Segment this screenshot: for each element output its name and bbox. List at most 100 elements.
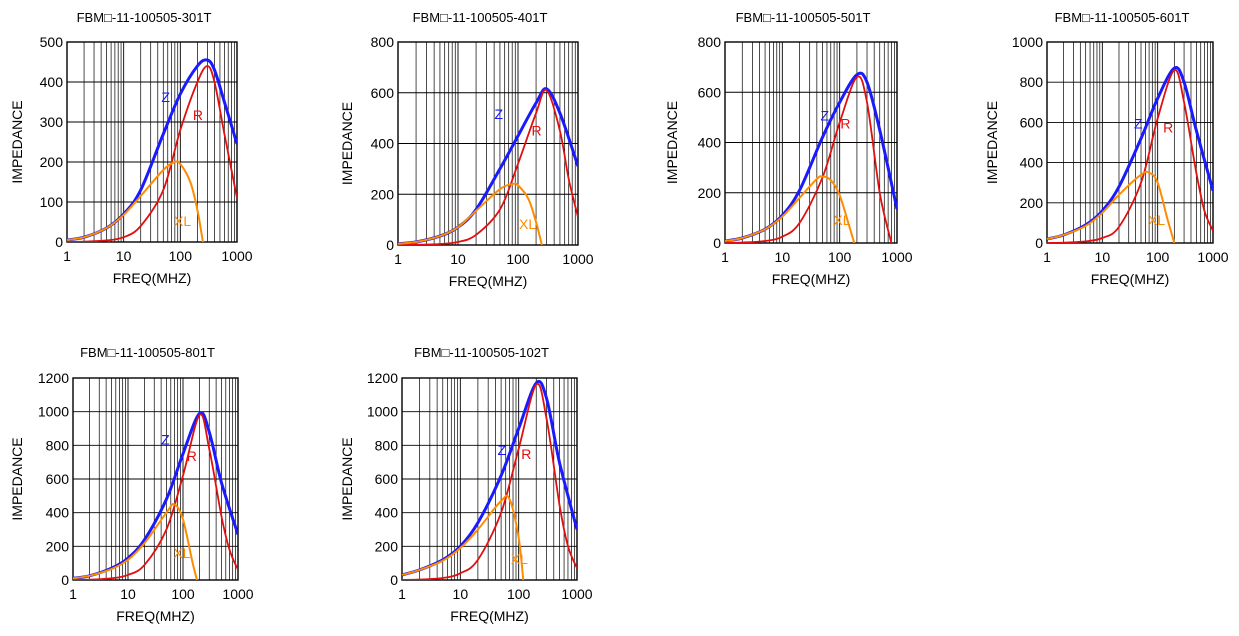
series-line-xl [67,160,204,242]
x-tick-label: 100 [169,248,193,264]
series-label-r: R [840,115,850,131]
x-tick-label: 1 [1043,249,1051,265]
y-tick-label: 400 [46,505,70,521]
impedance-chart: FBM□-11-100505-801T 0 200 400 600 800 1000 1200… [9,345,254,624]
series-label-xl: XL [173,545,190,561]
x-tick-label: 1 [398,586,406,602]
plot-frame [397,41,579,246]
x-tick-label: 1 [721,249,729,265]
impedance-chart: FBM□-11-100505-401T 0 200 400 600 800 1 10 100 10… [339,10,594,289]
x-tick-label: 1000 [881,249,912,265]
chart-title: FBM□-11-100505-102T [414,345,549,360]
series-line-xl [402,494,525,580]
chart-title: FBM□-11-100505-401T [413,10,548,25]
series-line-xl [1047,170,1176,243]
x-tick-label: 100 [1146,249,1170,265]
x-tick-label: 1000 [562,251,593,267]
y-tick-label: 0 [386,237,394,253]
y-tick-label: 200 [40,154,64,170]
series-label-z: Z [161,89,170,105]
chart-panel: FBM□-11-100505-102T 0 200 400 600 800 1000 1200… [330,335,600,636]
series-label-r: R [521,446,531,462]
y-tick-label: 200 [371,186,395,202]
y-tick-label: 200 [46,538,70,554]
x-axis-label: FREQ(MHZ) [116,608,195,624]
y-tick-label: 0 [55,234,63,250]
y-tick-label: 400 [698,135,722,151]
x-tick-label: 100 [171,586,195,602]
x-tick-label: 100 [506,251,530,267]
y-tick-label: 0 [713,235,721,251]
series-label-xl: XL [833,212,850,228]
y-tick-label: 1200 [38,370,69,386]
chart-title: FBM□-11-100505-601T [1055,10,1190,25]
series-line-z [67,58,237,242]
series-label-xl: XL [519,216,536,232]
y-tick-label: 200 [1020,195,1044,211]
impedance-chart: FBM□-11-100505-301T 0 100 200 300 400 500 1 10 10… [9,10,253,286]
x-tick-label: 1000 [221,248,252,264]
series-line-r [725,75,893,243]
series-label-xl: XL [174,213,191,229]
y-tick-label: 800 [371,34,395,50]
y-tick-label: 600 [371,85,395,101]
plot-frame [401,377,578,581]
x-tick-label: 1000 [222,586,253,602]
y-tick-label: 600 [698,84,722,100]
chart-title: FBM□-11-100505-801T [80,345,215,360]
y-tick-label: 400 [1020,155,1044,171]
y-tick-label: 1000 [367,404,398,420]
plot-frame [72,377,239,581]
y-axis-label: IMPEDANCE [984,101,1000,184]
x-axis-label: FREQ(MHZ) [772,271,851,287]
x-axis-label: FREQ(MHZ) [113,270,192,286]
y-tick-label: 600 [1020,114,1044,130]
series-line-z [1047,66,1213,241]
x-axis-label: FREQ(MHZ) [449,273,528,289]
y-tick-label: 200 [698,185,722,201]
plot-frame [724,41,898,244]
series-line-xl [398,182,543,245]
y-axis-label: IMPEDANCE [9,100,25,183]
y-tick-label: 1000 [38,404,69,420]
x-tick-label: 1000 [1197,249,1228,265]
x-tick-label: 100 [507,586,531,602]
series-line-r [73,413,238,580]
series-label-r: R [187,448,197,464]
x-tick-label: 1 [394,251,402,267]
chart-panel: FBM□-11-100505-601T 0 200 400 600 800 1000 1 10 1… [975,0,1235,315]
series-line-r [402,382,577,580]
y-axis-label: IMPEDANCE [339,437,355,520]
series-label-xl: XL [1148,212,1165,228]
chart-panel: FBM□-11-100505-501T 0 200 400 600 800 1 10 100 10… [655,0,925,315]
y-tick-label: 0 [1035,235,1043,251]
series-line-r [398,88,578,245]
series-label-r: R [193,107,203,123]
chart-panel: FBM□-11-100505-401T 0 200 400 600 800 1 10 100 10… [330,0,600,315]
y-tick-label: 400 [371,136,395,152]
series-label-z: Z [161,432,170,448]
y-tick-label: 100 [40,194,64,210]
y-tick-label: 600 [375,471,399,487]
impedance-chart: FBM□-11-100505-501T 0 200 400 600 800 1 10 100 10… [664,10,913,287]
y-tick-label: 800 [375,437,399,453]
y-tick-label: 0 [390,572,398,588]
chart-title: FBM□-11-100505-301T [77,10,212,25]
chart-panel: FBM□-11-100505-801T 0 200 400 600 800 1000 1200… [0,335,270,636]
y-tick-label: 400 [40,74,64,90]
x-tick-label: 10 [775,249,791,265]
series-label-r: R [532,122,542,138]
chart-title: FBM□-11-100505-501T [736,10,871,25]
y-tick-label: 800 [1020,74,1044,90]
impedance-chart: FBM□-11-100505-102T 0 200 400 600 800 1000 1200… [339,345,593,624]
series-label-z: Z [495,106,504,122]
x-tick-label: 10 [1095,249,1111,265]
series-label-r: R [1163,119,1173,135]
y-axis-label: IMPEDANCE [339,102,355,185]
series-line-r [67,65,237,242]
y-tick-label: 500 [40,34,64,50]
y-tick-label: 1000 [1012,34,1043,50]
series-label-z: Z [820,107,829,123]
y-tick-label: 800 [698,34,722,50]
x-axis-label: FREQ(MHZ) [450,608,529,624]
